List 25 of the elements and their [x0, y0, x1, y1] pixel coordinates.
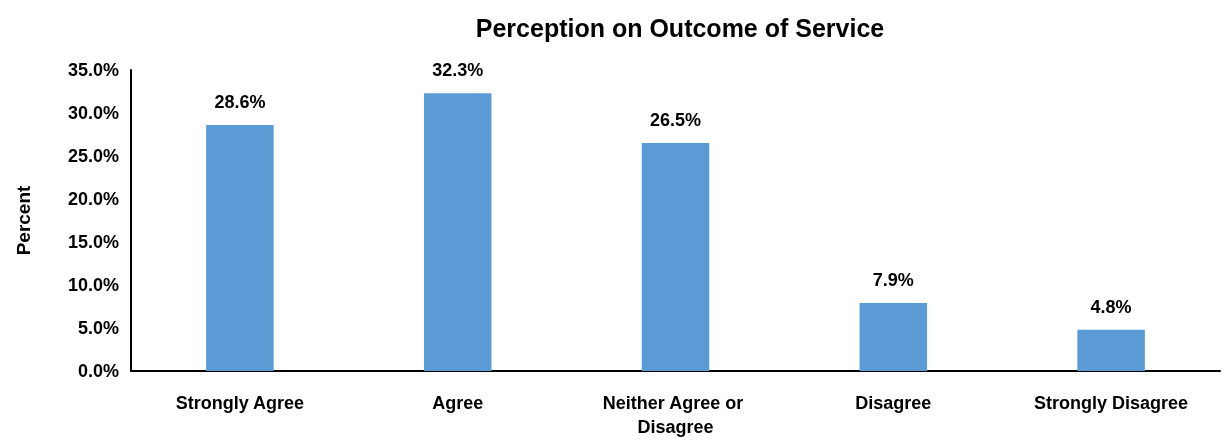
y-tick-label: 30.0%: [67, 103, 119, 123]
y-tick-label: 0.0%: [77, 361, 119, 381]
data-label: 26.5%: [649, 110, 702, 131]
x-tick-label: Strongly Disagree: [1034, 393, 1189, 413]
y-axis-title: Percent: [13, 184, 34, 256]
bar: [206, 125, 274, 371]
y-tick-label: 5.0%: [77, 318, 119, 338]
bar: [423, 93, 492, 371]
data-label: 28.6%: [214, 92, 266, 113]
x-tick-label: Strongly Agree: [175, 393, 305, 413]
x-tick-label: Agree: [432, 393, 484, 413]
chart-title: Perception on Outcome of Service: [475, 13, 885, 42]
y-tick-label: 20.0%: [67, 189, 119, 209]
data-label: 32.3%: [432, 60, 484, 81]
x-tick-label: Neither Agree or Disagree: [602, 393, 749, 437]
bar: [859, 303, 928, 371]
bar: [1077, 329, 1145, 371]
y-tick-label: 35.0%: [67, 60, 119, 80]
data-label: 4.8%: [1090, 296, 1132, 317]
x-tick-label: Disagree: [855, 393, 932, 413]
bar: [641, 143, 710, 371]
y-tick-label: 15.0%: [67, 232, 119, 252]
y-tick-label: 10.0%: [67, 275, 119, 295]
data-label: 7.9%: [872, 270, 914, 291]
y-tick-label: 25.0%: [67, 146, 119, 166]
